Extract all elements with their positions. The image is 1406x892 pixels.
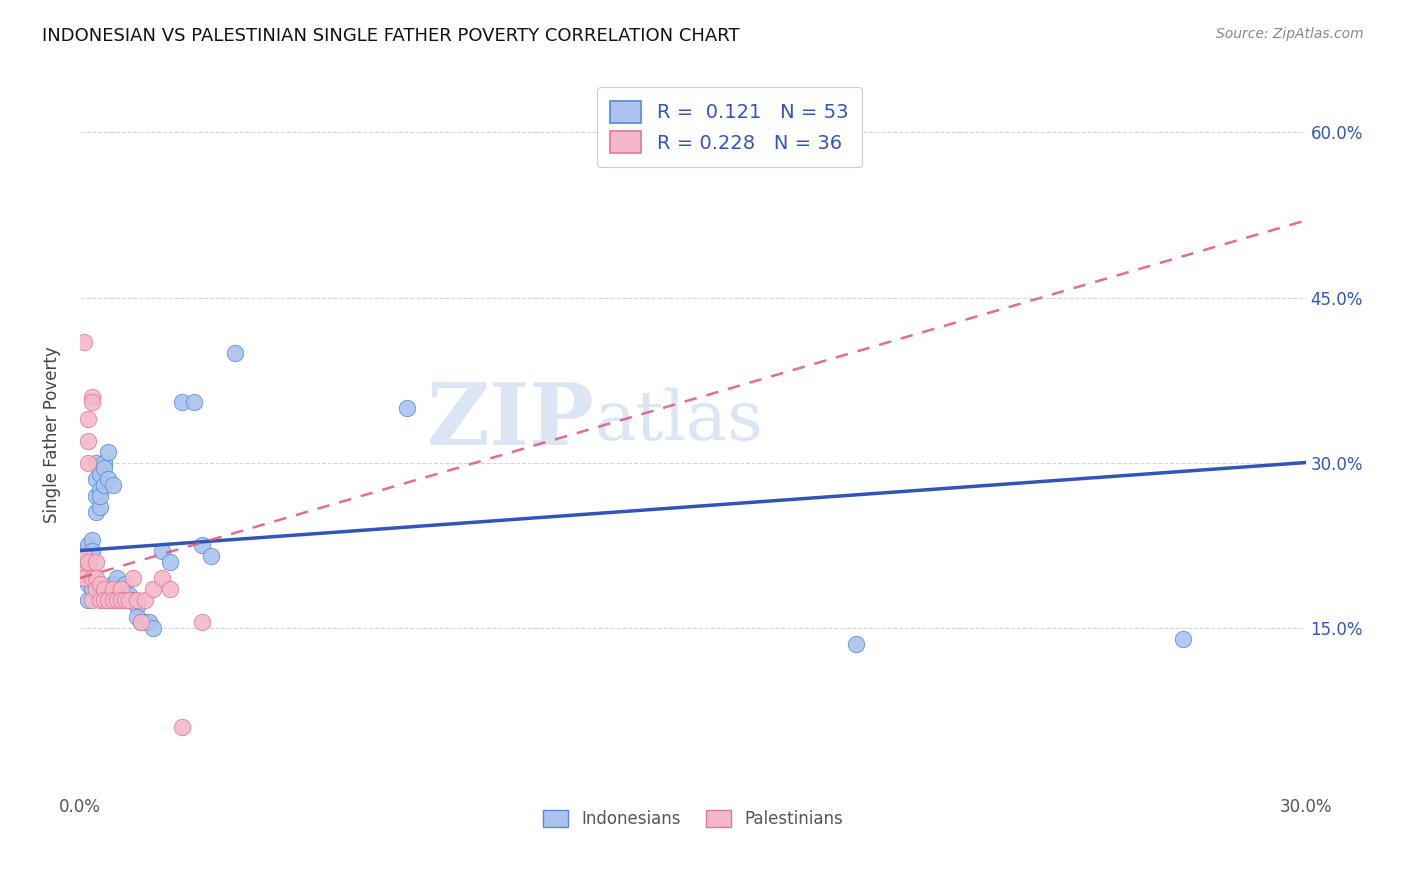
Point bbox=[114, 593, 136, 607]
Point bbox=[93, 582, 115, 596]
Point bbox=[125, 599, 148, 613]
Point bbox=[84, 472, 107, 486]
Point bbox=[93, 461, 115, 475]
Point bbox=[84, 489, 107, 503]
Point bbox=[142, 582, 165, 596]
Point bbox=[101, 593, 124, 607]
Point bbox=[93, 456, 115, 470]
Point bbox=[89, 500, 111, 514]
Point bbox=[150, 571, 173, 585]
Point bbox=[73, 543, 96, 558]
Text: Source: ZipAtlas.com: Source: ZipAtlas.com bbox=[1216, 27, 1364, 41]
Point bbox=[105, 593, 128, 607]
Point bbox=[150, 543, 173, 558]
Text: atlas: atlas bbox=[595, 387, 763, 454]
Text: ZIP: ZIP bbox=[427, 379, 595, 463]
Point bbox=[77, 555, 100, 569]
Point bbox=[77, 411, 100, 425]
Point bbox=[122, 571, 145, 585]
Point bbox=[224, 345, 246, 359]
Point bbox=[82, 390, 104, 404]
Point bbox=[77, 555, 100, 569]
Point bbox=[73, 566, 96, 580]
Point bbox=[142, 621, 165, 635]
Point bbox=[77, 434, 100, 448]
Point bbox=[89, 467, 111, 481]
Point bbox=[845, 637, 868, 651]
Point bbox=[97, 593, 120, 607]
Point bbox=[77, 576, 100, 591]
Legend: Indonesians, Palestinians: Indonesians, Palestinians bbox=[536, 803, 849, 834]
Point bbox=[82, 395, 104, 409]
Point bbox=[134, 593, 156, 607]
Point bbox=[84, 505, 107, 519]
Point bbox=[183, 395, 205, 409]
Point bbox=[125, 609, 148, 624]
Point bbox=[1171, 632, 1194, 646]
Point bbox=[73, 571, 96, 585]
Point bbox=[101, 593, 124, 607]
Point bbox=[138, 615, 160, 629]
Point bbox=[191, 538, 214, 552]
Point bbox=[101, 477, 124, 491]
Point bbox=[129, 615, 152, 629]
Point bbox=[118, 593, 141, 607]
Point bbox=[200, 549, 222, 563]
Point bbox=[129, 615, 152, 629]
Point bbox=[110, 593, 132, 607]
Point bbox=[105, 571, 128, 585]
Point bbox=[82, 543, 104, 558]
Point bbox=[84, 582, 107, 596]
Point bbox=[82, 571, 104, 585]
Point bbox=[110, 582, 132, 596]
Point bbox=[89, 489, 111, 503]
Point bbox=[77, 593, 100, 607]
Point bbox=[159, 582, 181, 596]
Point bbox=[97, 444, 120, 458]
Point bbox=[89, 483, 111, 497]
Point bbox=[105, 582, 128, 596]
Point bbox=[125, 593, 148, 607]
Point bbox=[84, 456, 107, 470]
Point bbox=[93, 477, 115, 491]
Text: INDONESIAN VS PALESTINIAN SINGLE FATHER POVERTY CORRELATION CHART: INDONESIAN VS PALESTINIAN SINGLE FATHER … bbox=[42, 27, 740, 45]
Point bbox=[84, 555, 107, 569]
Point bbox=[73, 566, 96, 580]
Point bbox=[101, 576, 124, 591]
Point bbox=[97, 472, 120, 486]
Point bbox=[114, 576, 136, 591]
Point bbox=[77, 456, 100, 470]
Point bbox=[93, 593, 115, 607]
Point bbox=[82, 566, 104, 580]
Y-axis label: Single Father Poverty: Single Father Poverty bbox=[44, 347, 60, 524]
Point bbox=[395, 401, 418, 415]
Point bbox=[122, 593, 145, 607]
Point bbox=[73, 571, 96, 585]
Point bbox=[114, 593, 136, 607]
Point bbox=[73, 334, 96, 349]
Point bbox=[101, 582, 124, 596]
Point bbox=[159, 555, 181, 569]
Point bbox=[191, 615, 214, 629]
Point bbox=[82, 582, 104, 596]
Point bbox=[110, 588, 132, 602]
Point bbox=[170, 395, 193, 409]
Point bbox=[77, 538, 100, 552]
Point bbox=[170, 720, 193, 734]
Point bbox=[73, 549, 96, 563]
Point bbox=[118, 588, 141, 602]
Point bbox=[73, 549, 96, 563]
Point bbox=[134, 615, 156, 629]
Point bbox=[118, 593, 141, 607]
Point bbox=[89, 593, 111, 607]
Point bbox=[89, 576, 111, 591]
Point bbox=[82, 533, 104, 547]
Point bbox=[110, 582, 132, 596]
Point bbox=[82, 593, 104, 607]
Point bbox=[84, 571, 107, 585]
